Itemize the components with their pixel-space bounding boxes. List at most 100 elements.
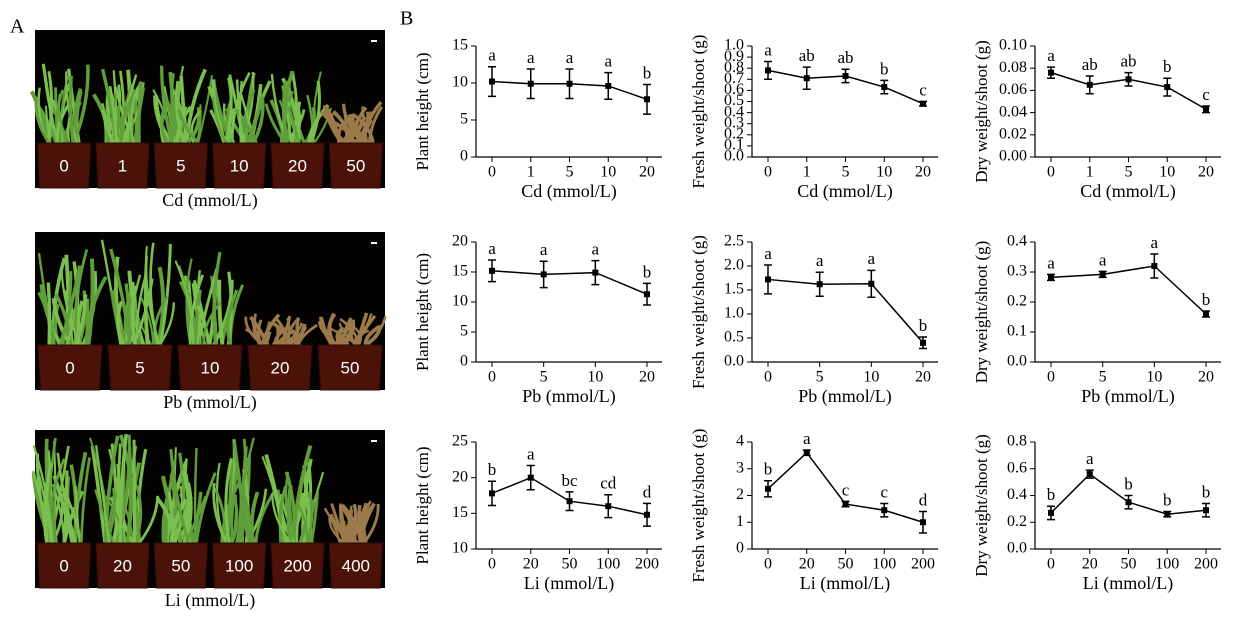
marker [1164,84,1171,91]
pot-label: 50 [346,156,365,175]
marker [765,276,771,283]
y-tick-label: 0 [736,540,744,557]
significance-letter: a [604,52,612,71]
plant-leaf [196,304,211,346]
marker [920,100,926,107]
plant-leaf [364,324,382,347]
y-axis-label: Dry weight/shoot (g) [972,241,991,384]
x-tick-label: 100 [872,556,896,573]
plant-leaf [272,325,281,347]
pot-label: 20 [288,156,307,175]
significance-letter: b [919,316,928,335]
plant-leaf [231,494,238,544]
plant-leaf [335,328,344,347]
y-axis-label: Fresh weight/shoot (g) [689,35,708,189]
marker [1099,271,1106,278]
marker [842,501,849,508]
plant-leaf [290,72,298,144]
significance-letter: a [1047,253,1055,272]
plant-leaf [282,70,295,144]
y-tick-label: 15 [452,504,468,521]
plant-leaf [79,457,91,544]
x-tick-label: 0 [764,369,772,386]
plant-leaf [55,103,71,144]
significance-letter: c [842,480,850,499]
marker [1048,69,1054,76]
plant-leaf [239,457,250,544]
y-axis-label: Fresh weight/shoot (g) [689,235,708,389]
y-tick-label: 0.4 [1007,486,1027,503]
significance-letter: d [643,482,652,501]
marker [1086,81,1093,88]
plant-leaf [72,451,88,544]
y-tick-label: 2.5 [724,233,744,250]
pot [36,542,92,589]
plant-leaf [160,99,169,144]
plant-leaf [174,260,195,346]
y-tick-label: 2.0 [724,257,744,274]
x-tick-label: 20 [639,164,655,181]
marker [803,449,810,456]
plant-leaf [279,315,292,346]
significance-letter: a [764,244,772,263]
plant-leaf [57,93,70,144]
pot-label: 200 [283,556,311,575]
plant-leaf [197,75,214,144]
plant-leaf [135,275,147,346]
y-tick-label: 10 [452,74,468,91]
x-axis-label: Pb (mmol/L) [1081,386,1175,407]
x-tick-label: 5 [1125,164,1133,181]
y-tick-label: 0.6 [1007,459,1027,476]
x-tick-label: 10 [876,164,892,181]
pot [177,344,243,391]
marker [1203,507,1209,514]
marker [1151,263,1158,269]
panel-label: A [10,16,25,38]
plant-leaf [232,107,249,144]
plant-leaf [158,302,176,346]
x-tick-label: 50 [1121,556,1137,573]
significance-letter: a [527,48,535,67]
plant-leaf [58,265,82,346]
plant-leaf [264,103,287,144]
x-tick-label: 0 [1047,556,1055,573]
plant-leaf [174,80,186,144]
plant-leaf [103,435,120,544]
marker [920,519,926,526]
marker [527,80,534,87]
x-tick-label: 10 [600,164,616,181]
marker [920,339,926,346]
plant-leaf [339,317,359,346]
x-tick-label: 0 [488,164,496,181]
marker [881,507,888,514]
marker [540,271,547,278]
pot-label: 10 [201,358,220,377]
plant-leaf [253,313,262,346]
y-tick-label: 0.2 [1007,293,1027,310]
x-tick-label: 20 [1082,556,1098,573]
marker [644,96,650,103]
y-tick-label: 0.8 [724,59,744,76]
plant-leaf [108,85,119,144]
y-tick-label: 0.0 [1007,540,1027,557]
y-tick-label: 0 [460,353,468,370]
y-tick-label: 0.1 [1007,323,1027,340]
y-tick-label: 0.3 [1007,263,1027,280]
pot-label: 0 [59,556,68,575]
y-tick-label: 20 [452,233,468,250]
y-tick-label: 0 [460,148,468,165]
y-tick-label: 0.4 [1007,233,1027,250]
plant-leaf [332,120,345,145]
plant-leaf [211,96,227,144]
marker [1086,471,1093,478]
plant-leaf [226,304,234,346]
significance-letter: a [527,444,535,463]
pot-label: 100 [225,556,253,575]
significance-letter: b [764,460,773,479]
plant-leaf [242,494,254,544]
marker [765,485,771,492]
plant-leaf [212,279,234,346]
y-tick-label: 25 [452,433,468,450]
y-tick-label: 15 [452,37,468,54]
plant-leaf [212,482,228,544]
